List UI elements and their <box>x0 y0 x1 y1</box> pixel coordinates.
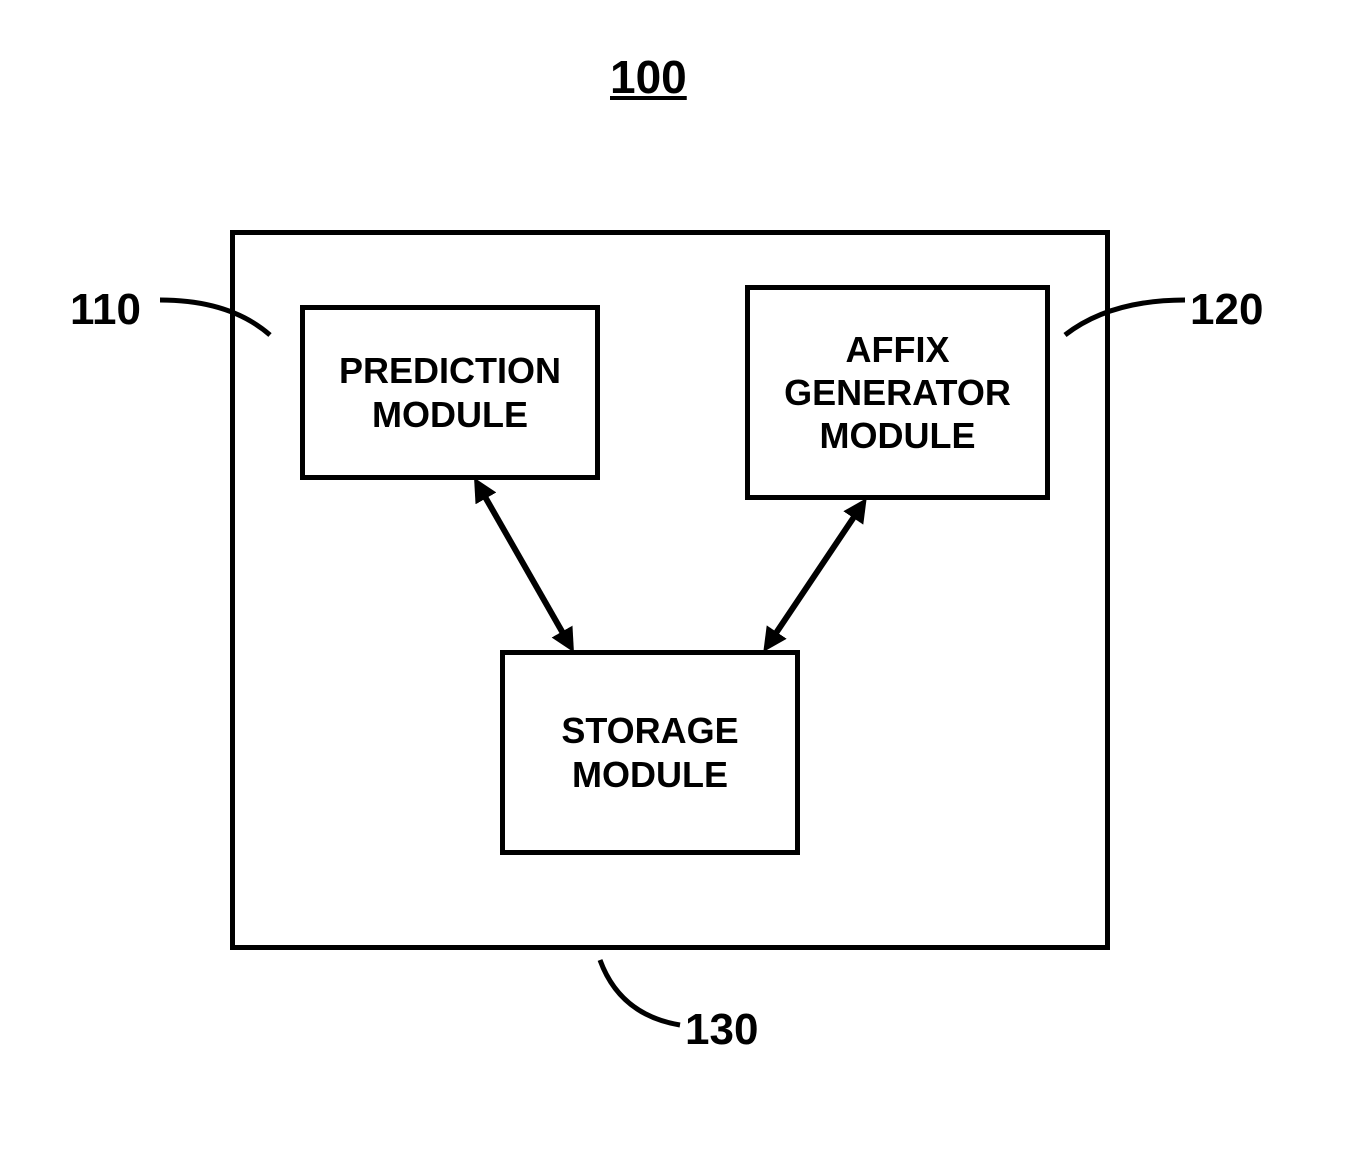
prediction-module-label: PREDICTIONMODULE <box>339 349 561 435</box>
ref-label-130: 130 <box>685 1005 758 1055</box>
affix-generator-module-box: AFFIXGENERATORMODULE <box>745 285 1050 500</box>
ref-label-110: 110 <box>70 285 141 335</box>
figure-number: 100 <box>610 50 687 104</box>
ref-label-120: 120 <box>1190 285 1263 335</box>
affix-generator-module-label: AFFIXGENERATORMODULE <box>784 328 1011 458</box>
storage-module-box: STORAGEMODULE <box>500 650 800 855</box>
storage-module-label: STORAGEMODULE <box>561 709 738 795</box>
block-diagram: 100 PREDICTIONMODULE AFFIXGENERATORMODUL… <box>0 0 1363 1166</box>
prediction-module-box: PREDICTIONMODULE <box>300 305 600 480</box>
